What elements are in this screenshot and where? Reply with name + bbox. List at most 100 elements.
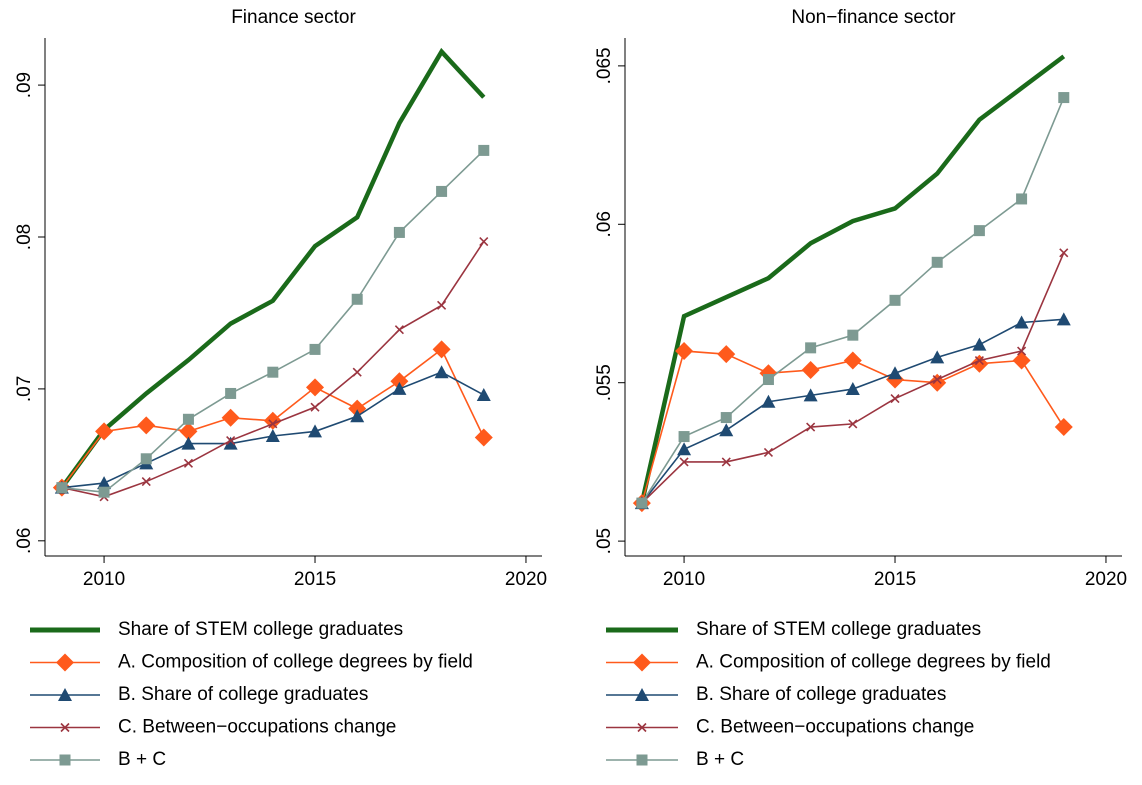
- marker: [932, 374, 942, 385]
- marker: [60, 722, 70, 733]
- series-line: [641, 318, 1064, 504]
- y-tick-label: .08: [14, 224, 35, 250]
- marker: [476, 387, 491, 401]
- legend-label: B + C: [696, 749, 744, 770]
- marker: [97, 476, 112, 490]
- x-tick-label: 2010: [83, 569, 125, 590]
- marker: [1016, 193, 1028, 205]
- marker: [635, 688, 649, 701]
- y-tick-label: .065: [594, 47, 615, 84]
- marker: [479, 236, 489, 247]
- x-tick-label: 2020: [1085, 569, 1127, 590]
- x-tick-label: 2015: [874, 569, 916, 590]
- marker: [637, 722, 647, 733]
- legend-label: Share of STEM college graduates: [118, 619, 403, 640]
- marker: [1014, 315, 1029, 329]
- marker: [721, 457, 731, 467]
- marker: [678, 431, 690, 443]
- marker: [806, 422, 816, 432]
- marker: [350, 409, 365, 423]
- marker: [847, 329, 859, 341]
- marker: [221, 408, 240, 427]
- legend-label: B. Share of college graduates: [696, 684, 946, 705]
- marker: [1017, 346, 1027, 356]
- marker: [1054, 418, 1073, 437]
- legend-label: B + C: [118, 749, 166, 770]
- marker: [351, 293, 363, 305]
- marker: [474, 428, 493, 447]
- marker: [352, 367, 362, 377]
- marker: [677, 442, 692, 456]
- marker: [633, 653, 651, 672]
- marker: [56, 482, 68, 494]
- y-tick-label: .07: [14, 376, 35, 402]
- legend-label: B. Share of college graduates: [118, 684, 368, 705]
- marker: [717, 345, 736, 364]
- marker: [636, 497, 648, 509]
- legend-label: A. Composition of college degrees by fie…: [118, 652, 473, 673]
- marker: [930, 350, 945, 364]
- marker: [226, 435, 236, 446]
- marker: [394, 325, 404, 335]
- marker: [56, 653, 74, 672]
- marker: [432, 340, 451, 359]
- y-tick-label: .05: [594, 528, 615, 554]
- marker: [889, 294, 901, 306]
- series-line: [639, 54, 1066, 504]
- marker: [478, 144, 490, 156]
- series-line: [60, 47, 486, 489]
- marker: [268, 419, 278, 429]
- marker: [1059, 248, 1069, 258]
- marker: [98, 486, 110, 498]
- marker: [1056, 312, 1071, 326]
- marker: [720, 412, 732, 424]
- marker: [843, 351, 862, 370]
- marker: [265, 428, 280, 442]
- marker: [803, 388, 818, 402]
- marker: [762, 374, 774, 386]
- legend-label: Share of STEM college graduates: [696, 619, 981, 640]
- marker: [140, 453, 152, 465]
- marker: [973, 225, 985, 237]
- marker: [58, 688, 72, 701]
- marker: [310, 402, 320, 412]
- x-tick-label: 2020: [505, 569, 547, 590]
- marker: [801, 361, 820, 380]
- marker: [59, 754, 71, 766]
- marker: [636, 754, 648, 766]
- legend-label: A. Composition of college degrees by fie…: [696, 652, 1051, 673]
- marker: [390, 372, 409, 391]
- marker: [436, 185, 448, 197]
- y-tick-label: .06: [14, 528, 35, 554]
- marker: [763, 447, 774, 457]
- marker: [972, 337, 987, 351]
- marker: [679, 457, 689, 467]
- marker: [1058, 92, 1070, 104]
- marker: [308, 424, 323, 438]
- marker: [974, 355, 984, 366]
- marker: [805, 342, 817, 354]
- chart-title: Finance sector: [231, 7, 356, 28]
- marker: [183, 458, 194, 468]
- marker: [437, 300, 447, 310]
- chart-title: Non−finance sector: [791, 7, 956, 28]
- marker: [95, 422, 114, 441]
- marker: [393, 226, 405, 238]
- series-line: [641, 97, 1065, 504]
- marker: [223, 436, 238, 450]
- marker: [306, 378, 325, 397]
- marker: [267, 366, 279, 378]
- marker: [761, 394, 776, 408]
- marker: [1012, 351, 1031, 370]
- series-line: [641, 252, 1065, 504]
- x-tick-label: 2015: [294, 569, 336, 590]
- marker: [225, 387, 237, 399]
- y-tick-label: .055: [594, 364, 615, 401]
- marker: [434, 365, 449, 379]
- marker: [931, 256, 943, 268]
- marker: [848, 419, 858, 429]
- y-tick-label: .09: [14, 72, 35, 98]
- y-tick-label: .06: [594, 211, 615, 237]
